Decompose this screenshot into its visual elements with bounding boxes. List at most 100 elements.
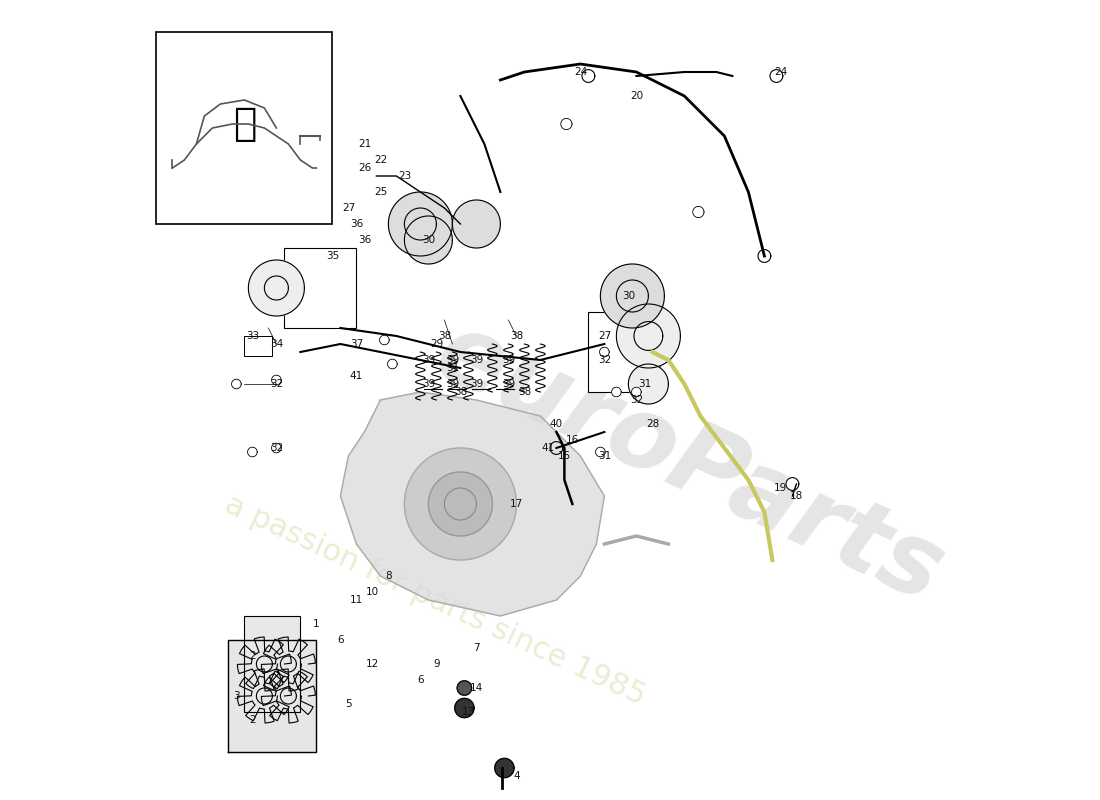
Text: 32: 32 <box>597 355 611 365</box>
Polygon shape <box>693 206 704 218</box>
Polygon shape <box>612 387 621 397</box>
Text: 21: 21 <box>358 139 371 149</box>
Text: 40: 40 <box>550 419 563 429</box>
Text: 23: 23 <box>398 171 411 181</box>
Polygon shape <box>249 260 305 316</box>
Text: 39: 39 <box>421 379 434 389</box>
Polygon shape <box>601 264 664 328</box>
Text: 27: 27 <box>342 203 355 213</box>
Polygon shape <box>595 447 605 457</box>
Text: 9: 9 <box>433 659 440 669</box>
Bar <box>285 248 356 328</box>
Text: 4: 4 <box>513 771 519 781</box>
Text: 38: 38 <box>438 331 451 341</box>
Text: 31: 31 <box>638 379 651 389</box>
Text: 39: 39 <box>470 379 483 389</box>
Polygon shape <box>495 758 514 778</box>
Text: 33: 33 <box>245 331 258 341</box>
Text: 8: 8 <box>385 571 392 581</box>
Text: 41: 41 <box>542 443 556 453</box>
Text: 32: 32 <box>270 379 283 389</box>
Text: 38: 38 <box>518 387 531 397</box>
Text: 38: 38 <box>509 331 522 341</box>
Text: 7: 7 <box>473 643 480 653</box>
Polygon shape <box>388 192 452 256</box>
Text: 35: 35 <box>326 251 339 261</box>
Polygon shape <box>248 447 257 457</box>
Text: 20: 20 <box>630 91 642 101</box>
Text: 39: 39 <box>502 355 515 365</box>
Polygon shape <box>561 118 572 130</box>
Text: 30: 30 <box>621 291 635 301</box>
Text: 2: 2 <box>249 715 255 725</box>
Text: 6: 6 <box>337 635 343 645</box>
Text: 39: 39 <box>502 379 515 389</box>
Text: 15: 15 <box>558 451 571 461</box>
Text: 29: 29 <box>430 339 443 349</box>
Text: 5: 5 <box>345 699 352 709</box>
Polygon shape <box>428 472 493 536</box>
Text: 25: 25 <box>374 187 387 197</box>
Text: 24: 24 <box>574 67 587 77</box>
Polygon shape <box>272 443 282 453</box>
Polygon shape <box>458 681 472 695</box>
Text: 24: 24 <box>773 67 786 77</box>
Text: 17: 17 <box>509 499 522 509</box>
Text: 39: 39 <box>446 379 459 389</box>
Text: a passion for parts since 1985: a passion for parts since 1985 <box>220 490 650 710</box>
Polygon shape <box>232 379 241 389</box>
Text: 16: 16 <box>565 435 579 445</box>
Polygon shape <box>631 387 641 397</box>
Text: 30: 30 <box>421 235 434 245</box>
Polygon shape <box>340 392 604 616</box>
Bar <box>244 336 273 356</box>
Polygon shape <box>405 448 516 560</box>
Text: 22: 22 <box>374 155 387 165</box>
Text: 32: 32 <box>270 443 283 453</box>
Polygon shape <box>454 698 474 718</box>
Text: 10: 10 <box>366 587 378 597</box>
Bar <box>244 616 300 712</box>
Polygon shape <box>190 160 210 179</box>
Text: 13: 13 <box>462 707 475 717</box>
Text: euroParts: euroParts <box>420 304 958 624</box>
Text: 6: 6 <box>417 675 424 685</box>
Polygon shape <box>786 478 799 490</box>
Text: 39: 39 <box>446 355 459 365</box>
Text: 18: 18 <box>790 491 803 501</box>
Polygon shape <box>405 216 452 264</box>
Polygon shape <box>272 375 282 385</box>
Bar <box>156 32 332 224</box>
Text: 12: 12 <box>366 659 379 669</box>
Text: 36: 36 <box>358 235 371 245</box>
Text: 1: 1 <box>314 619 320 629</box>
Text: 28: 28 <box>646 419 659 429</box>
Text: 2: 2 <box>249 651 255 661</box>
Text: 3: 3 <box>233 691 240 701</box>
Text: 41: 41 <box>350 371 363 381</box>
Text: 11: 11 <box>350 595 363 605</box>
Text: 38: 38 <box>454 387 467 397</box>
Polygon shape <box>229 640 317 752</box>
Text: 27: 27 <box>597 331 611 341</box>
Text: 14: 14 <box>470 683 483 693</box>
Text: 39: 39 <box>470 355 483 365</box>
Polygon shape <box>278 160 298 179</box>
Text: 26: 26 <box>358 163 371 173</box>
Text: 19: 19 <box>773 483 786 493</box>
Text: 34: 34 <box>270 339 283 349</box>
Polygon shape <box>628 364 669 404</box>
Text: 🚗: 🚗 <box>233 105 256 143</box>
Text: 31: 31 <box>446 363 459 373</box>
Polygon shape <box>616 304 681 368</box>
Text: 36: 36 <box>350 219 363 229</box>
Polygon shape <box>379 335 389 345</box>
Text: 39: 39 <box>421 355 434 365</box>
Polygon shape <box>600 347 609 357</box>
Polygon shape <box>452 200 500 248</box>
Text: 31: 31 <box>597 451 611 461</box>
Text: 32: 32 <box>630 395 644 405</box>
Text: 37: 37 <box>350 339 363 349</box>
Polygon shape <box>387 359 397 369</box>
Bar <box>588 312 660 392</box>
